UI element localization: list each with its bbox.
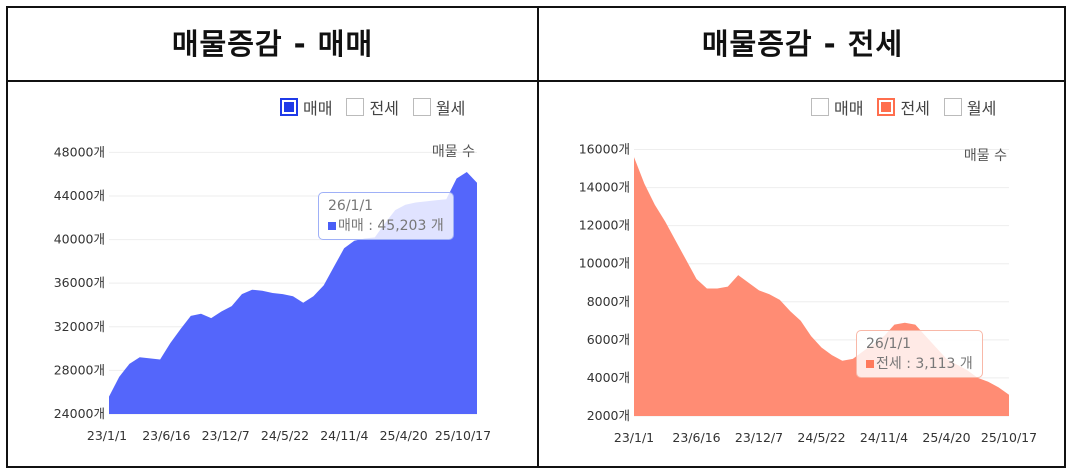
jeonse-tooltip: 26/1/1 전세 : 3,113 개 [856,330,983,378]
sale-chart: 24000개 28000개 32000개 36000개 40000개 44000개 4800… [54,144,491,443]
x-tick-label: 24/5/22 [261,428,309,443]
series-label: 매물 수 [432,144,475,160]
tooltip-value: 매매 : 45,203 개 [338,218,444,234]
jeonse-legend: 매매 전세 월세 [797,96,996,118]
legend-checkbox-icon [280,98,298,116]
y-tick-label: 32000개 [54,319,105,334]
y-tick-label: 2000개 [587,408,630,423]
y-tick-label: 8000개 [587,294,630,309]
legend-item-jeonse[interactable]: 전세 [877,95,930,119]
legend-label: 월세 [435,99,466,118]
x-tick-label: 25/10/17 [981,430,1037,445]
panel-frame [6,6,1066,468]
x-tick-label: 25/4/20 [380,428,428,443]
legend-checkbox-icon [811,98,829,116]
legend-item-monthly[interactable]: 월세 [412,95,466,119]
tooltip-value: 전세 : 3,113 개 [876,356,973,372]
x-tick-label: 23/12/7 [202,428,250,443]
tooltip-date: 26/1/1 [328,198,374,214]
jeonse-panel-title: 매물증감 - 전세 [701,27,904,61]
legend-item-jeonse[interactable]: 전세 [346,95,399,119]
series-square-icon [866,360,874,368]
legend-label: 전세 [369,99,399,118]
legend-label: 전세 [900,99,930,118]
jeonse-chart: 2000개 4000개 6000개 8000개 10000개 12000개 14000개 16… [579,142,1037,445]
y-tick-label: 14000개 [579,180,630,195]
legend-checkbox-icon [346,98,365,116]
x-tick-label: 24/11/4 [320,428,368,443]
x-tick-label: 23/1/1 [87,428,127,443]
legend-item-sale[interactable]: 매매 [280,95,332,119]
x-tick-label: 23/6/16 [672,430,720,445]
legend-checkbox-icon [412,98,431,116]
tooltip-date: 26/1/1 [866,336,912,352]
y-tick-label: 12000개 [579,218,630,233]
x-tick-label: 25/4/20 [922,430,970,445]
y-tick-label: 16000개 [579,142,630,157]
x-tick-label: 23/12/7 [735,430,783,445]
y-tick-label: 4000개 [587,370,630,385]
y-tick-label: 28000개 [54,362,105,377]
legend-label: 매매 [834,99,864,118]
panel-divider [537,6,539,468]
y-tick-label: 24000개 [54,406,105,421]
series-square-icon [328,222,336,230]
y-tick-label: 6000개 [587,332,630,347]
sale-legend: 매매 전세 월세 [266,96,465,118]
x-tick-label: 25/10/17 [435,428,491,443]
legend-label: 월세 [966,99,997,118]
y-tick-label: 48000개 [54,144,105,159]
legend-label: 매매 [303,99,333,118]
legend-checkbox-icon [877,98,896,116]
x-tick-label: 24/5/22 [797,430,845,445]
title-divider [6,80,1066,82]
series-label: 매물 수 [964,148,1007,164]
legend-item-sale[interactable]: 매매 [811,95,863,119]
legend-checkbox-icon [943,98,962,116]
y-tick-label: 44000개 [54,188,105,203]
sale-tooltip: 26/1/1 매매 : 45,203 개 [318,192,454,240]
y-tick-label: 36000개 [54,275,105,290]
x-tick-label: 23/6/16 [142,428,190,443]
y-tick-label: 10000개 [579,256,630,271]
y-tick-label: 40000개 [54,232,105,247]
x-tick-label: 23/1/1 [614,430,654,445]
legend-item-monthly[interactable]: 월세 [943,95,997,119]
x-tick-label: 24/11/4 [860,430,908,445]
sale-panel-title: 매물증감 - 매매 [171,27,374,61]
